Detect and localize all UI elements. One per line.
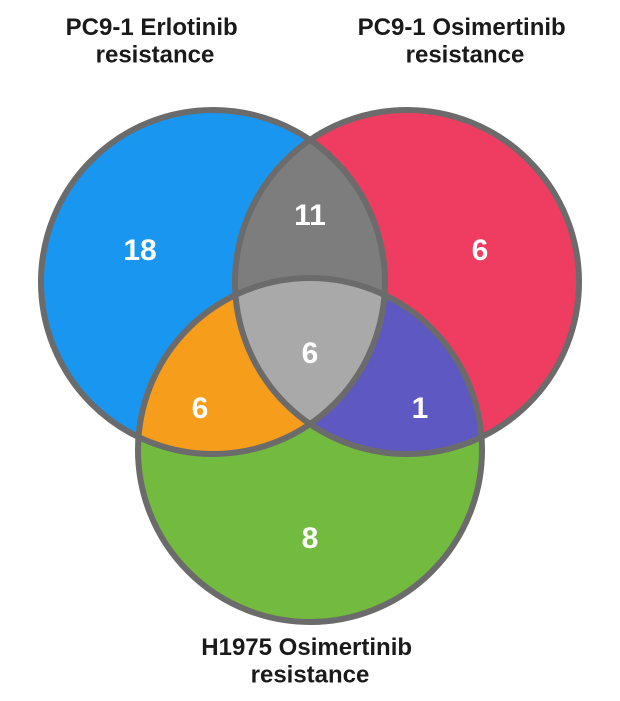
set-a-label: PC9-1 Erlotinib resistance <box>66 14 245 69</box>
venn-diagram: PC9-1 Erlotinib resistance PC9-1 Osimert… <box>0 0 620 701</box>
set-b-label: PC9-1 Osimertinib resistance <box>358 14 573 69</box>
count-c-only: 8 <box>302 522 319 555</box>
set-c-label: H1975 Osimertinib resistance <box>201 634 418 689</box>
count-ac: 6 <box>192 392 209 425</box>
count-ab: 11 <box>294 199 326 232</box>
count-bc: 1 <box>412 392 429 425</box>
count-b-only: 6 <box>472 234 489 267</box>
count-abc: 6 <box>302 337 319 370</box>
count-a-only: 18 <box>123 234 156 267</box>
